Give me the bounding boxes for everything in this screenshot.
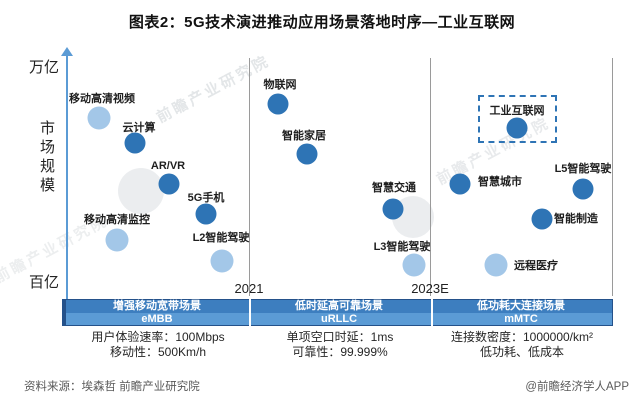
- watermark-logo: [118, 168, 164, 214]
- scatter-point-label: L3智能驾驶: [373, 241, 431, 253]
- scatter-point: [402, 253, 426, 277]
- scatter-point-label: 移动高清监控: [84, 214, 150, 226]
- y-axis-bottom-label: 百亿: [28, 274, 59, 291]
- scatter-point: [506, 117, 528, 139]
- scatter-point: [105, 228, 129, 252]
- spec-line: 移动性：500Km/h: [109, 345, 207, 359]
- spec-line: 可靠性：99.999%: [292, 345, 388, 359]
- scatter-point: [267, 93, 289, 115]
- scatter-point: [124, 132, 146, 154]
- scatter-point-label: L2智能驾驶: [192, 232, 250, 244]
- band-separator: [431, 299, 433, 326]
- scatter-point-label: L5智能驾驶: [554, 163, 612, 175]
- spec-line: 连接数密度：1000000/km²: [450, 330, 594, 344]
- stage-divider-line: [249, 58, 250, 296]
- scatter-point-label: AR/VR: [150, 160, 186, 172]
- band-segment-abbr: mMTC: [430, 313, 612, 325]
- y-axis-top-label: 万亿: [28, 59, 59, 76]
- source-note: 资料来源：埃森哲 前瞻产业研究院: [24, 381, 200, 393]
- scatter-point: [382, 198, 404, 220]
- x-tick-2021: 2021: [234, 281, 264, 296]
- spec-line: 单项空口时延：1ms: [286, 330, 394, 344]
- y-axis-title: 市场规模: [38, 120, 55, 196]
- scatter-point-label: 智慧城市: [478, 176, 522, 188]
- scatter-point: [158, 173, 180, 195]
- y-axis-line: [66, 55, 68, 300]
- scatter-point-label: 5G手机: [187, 192, 225, 204]
- scatter-point: [531, 208, 553, 230]
- scatter-point: [449, 173, 471, 195]
- spec-mmtc: 连接数密度：1000000/km² 低功耗、低成本: [431, 330, 613, 360]
- band-segment-urllc: 低时延高可靠场景 uRLLC: [248, 300, 430, 325]
- scatter-point-label: 智能家居: [282, 130, 326, 142]
- scenario-band: 增强移动宽带场景 eMBB 低时延高可靠场景 uRLLC 低功耗大连接场景 mM…: [62, 299, 613, 326]
- band-segment-embb: 增强移动宽带场景 eMBB: [66, 300, 248, 325]
- chart-title: 图表2：5G技术演进推动应用场景落地时序—工业互联网: [128, 14, 516, 31]
- spec-embb: 用户体验速率：100Mbps 移动性：500Km/h: [67, 330, 249, 360]
- band-segment-abbr: uRLLC: [248, 313, 430, 325]
- spec-urllc: 单项空口时延：1ms 可靠性：99.999%: [249, 330, 431, 360]
- y-axis-arrow-icon: [61, 47, 73, 56]
- scatter-point: [195, 203, 217, 225]
- stage-divider-line: [430, 58, 431, 296]
- band-segment-mmtc: 低功耗大连接场景 mMTC: [430, 300, 612, 325]
- scatter-point-label: 物联网: [263, 79, 297, 91]
- highlight-box: [478, 95, 557, 143]
- spec-line: 用户体验速率：100Mbps: [91, 330, 225, 344]
- scatter-point-label: 智能制造: [554, 213, 598, 225]
- scatter-point-label: 云计算: [122, 122, 156, 134]
- band-segment-abbr: eMBB: [66, 313, 248, 325]
- band-segment-name: 低时延高可靠场景: [248, 300, 430, 313]
- app-credit: @前瞻经济学人APP: [525, 381, 629, 393]
- chart-right-border-line: [612, 58, 613, 296]
- scatter-point-label: 智慧交通: [372, 182, 416, 194]
- band-separator: [249, 299, 251, 326]
- band-segment-name: 增强移动宽带场景: [66, 300, 248, 313]
- scatter-point: [572, 178, 594, 200]
- scatter-point-label: 移动高清视频: [69, 93, 135, 105]
- scatter-point: [484, 253, 508, 277]
- spec-line: 低功耗、低成本: [479, 345, 564, 359]
- scatter-point: [210, 249, 234, 273]
- band-segment-name: 低功耗大连接场景: [430, 300, 612, 313]
- scatter-point-label: 远程医疗: [514, 260, 558, 272]
- scatter-point: [296, 143, 318, 165]
- scatter-point-label: 工业互联网: [489, 105, 545, 117]
- scatter-point: [87, 106, 111, 130]
- x-tick-2023e: 2023E: [411, 281, 449, 296]
